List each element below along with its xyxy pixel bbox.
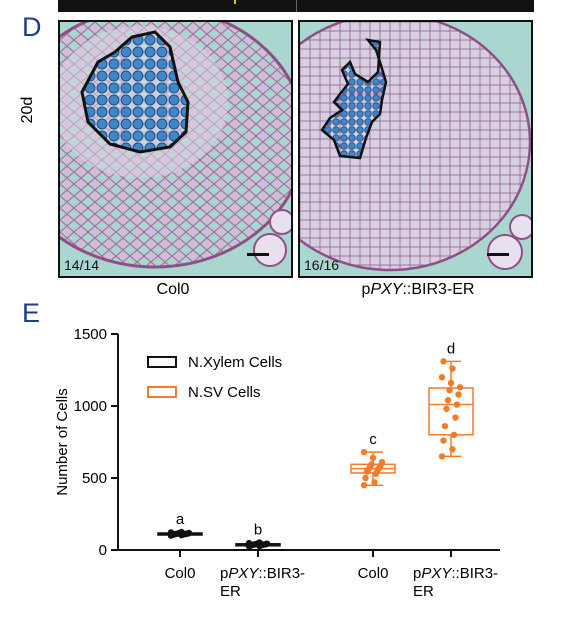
y-tick-label: 0 — [99, 542, 107, 559]
x-tick-label-line2: ER — [220, 583, 241, 600]
legend-swatch — [147, 386, 177, 398]
y-tick-label: 1000 — [74, 398, 107, 415]
data-point — [455, 391, 462, 398]
panel-e-letter: E — [22, 298, 41, 328]
significance-letter: b — [254, 522, 262, 539]
micrograph-caption-pxy: pPXY::BIR3-ER — [318, 281, 518, 299]
significance-letter: c — [369, 431, 377, 448]
y-tick-label: 1500 — [74, 326, 107, 343]
data-point — [438, 374, 446, 381]
data-point — [440, 358, 447, 365]
data-point — [263, 540, 271, 547]
y-tick-label: 500 — [82, 470, 107, 487]
data-point — [449, 365, 456, 372]
x-tick-label-line2: ER — [413, 583, 434, 600]
cropped-panel-strip — [58, 0, 534, 12]
caption-italic: PXY — [370, 281, 403, 298]
data-point — [456, 384, 464, 391]
data-point — [371, 479, 378, 486]
legend-label: N.Xylem Cells — [188, 354, 282, 371]
legend-label: N.SV Cells — [188, 384, 261, 401]
data-point — [360, 482, 368, 489]
y-axis-label: Number of Cells — [54, 388, 71, 496]
micrograph-col0: 14/14 — [58, 20, 293, 278]
data-point — [362, 474, 369, 482]
x-tick-label: pPXY::BIR3- — [220, 565, 305, 582]
data-point — [449, 446, 456, 453]
data-point — [378, 458, 386, 466]
data-point — [438, 453, 446, 460]
data-point — [450, 431, 458, 438]
data-point — [360, 448, 368, 456]
x-tick-label: pPXY::BIR3- — [413, 565, 498, 582]
strip-mark — [234, 0, 236, 4]
significance-letter: a — [176, 511, 185, 528]
row-label-20d: 20d — [19, 96, 36, 124]
box — [428, 387, 474, 436]
data-point — [453, 401, 461, 408]
x-tick-label: Col0 — [358, 565, 389, 582]
caption-prefix: p — [361, 281, 371, 298]
data-point — [368, 461, 375, 468]
data-point — [447, 379, 455, 387]
data-point — [444, 397, 452, 404]
data-point — [440, 437, 447, 444]
scale-bar-pxy — [487, 253, 509, 256]
data-point — [245, 539, 253, 547]
count-label-col0: 14/14 — [64, 257, 100, 273]
count-label-pxy: 16/16 — [304, 257, 340, 273]
data-point — [452, 414, 459, 421]
data-point — [441, 422, 449, 430]
data-point — [256, 539, 263, 546]
scale-bar-col0 — [247, 253, 269, 256]
strip-separator — [296, 0, 297, 12]
data-point — [443, 405, 450, 413]
data-point — [185, 529, 193, 537]
micrograph-pxy: 16/16 — [298, 20, 533, 278]
micrograph-caption-col0: Col0 — [156, 281, 190, 298]
legend-swatch — [147, 356, 177, 368]
data-point — [446, 386, 453, 394]
panel-d-letter: D — [22, 12, 42, 42]
data-point — [178, 528, 185, 536]
caption-suffix: ::BIR3-ER — [402, 281, 475, 298]
significance-letter: d — [447, 340, 455, 357]
x-tick-label: Col0 — [165, 565, 196, 582]
data-point — [167, 529, 175, 536]
micrograph-col0-image — [60, 22, 291, 276]
data-point — [369, 454, 377, 462]
micrograph-pxy-image — [300, 22, 531, 276]
